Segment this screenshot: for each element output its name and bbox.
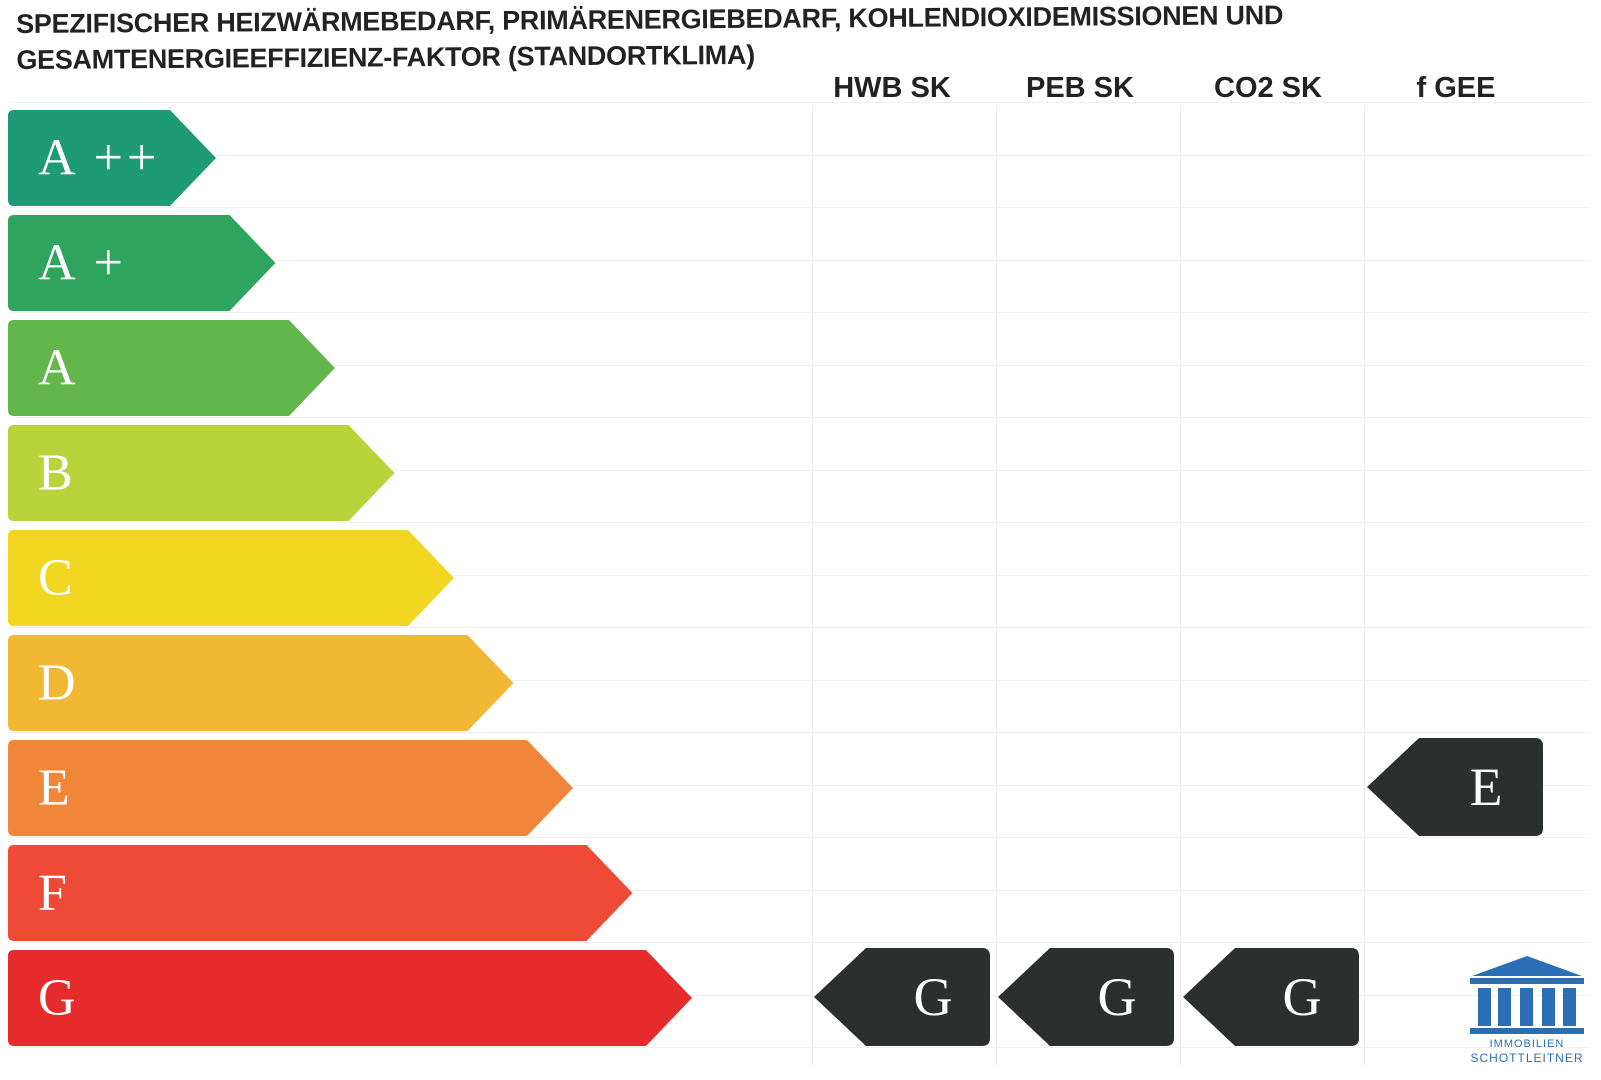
grid-line-vertical bbox=[812, 105, 813, 1065]
grid-line-horizontal bbox=[10, 207, 1590, 208]
grid-line-horizontal bbox=[10, 679, 1590, 681]
energy-class-bar: A + bbox=[8, 215, 276, 311]
logo-text-schottleitner: SCHOTTLEITNER bbox=[1470, 1051, 1584, 1065]
rating-marker: G bbox=[814, 948, 990, 1046]
column-header-peb-sk: PEB SK bbox=[1026, 72, 1134, 104]
energy-class-label: A bbox=[38, 339, 80, 397]
grid-line-horizontal bbox=[10, 627, 1590, 628]
grid-line-horizontal bbox=[10, 312, 1590, 313]
rating-marker-label: G bbox=[1282, 967, 1322, 1027]
energy-class-label: D bbox=[38, 654, 80, 712]
grid-line-horizontal bbox=[10, 522, 1590, 523]
energy-class-label: A ++ bbox=[38, 129, 161, 187]
building-columns-icon bbox=[1470, 956, 1584, 1034]
energy-class-bar: G bbox=[8, 950, 692, 1046]
grid-line-horizontal bbox=[10, 837, 1590, 838]
grid-line-vertical bbox=[1364, 105, 1365, 1065]
page-title: SPEZIFISCHER HEIZWÄRMEBEDARF, PRIMÄRENER… bbox=[16, 0, 1436, 78]
rating-marker: E bbox=[1367, 738, 1543, 836]
energy-class-bar: D bbox=[8, 635, 514, 731]
energy-class-bar: A bbox=[8, 320, 335, 416]
company-logo: IMMOBILIEN SCHOTTLEITNER bbox=[1464, 954, 1590, 1066]
rating-marker: G bbox=[1183, 948, 1359, 1046]
column-header-f-gee: f GEE bbox=[1416, 72, 1496, 104]
energy-class-label: B bbox=[38, 444, 77, 502]
logo-text-immobilien: IMMOBILIEN bbox=[1489, 1038, 1565, 1050]
rating-marker-label: G bbox=[1097, 967, 1137, 1027]
energy-class-label: A + bbox=[38, 234, 128, 292]
column-header-hwb-sk: HWB SK bbox=[833, 72, 951, 104]
grid-line-horizontal bbox=[10, 889, 1590, 891]
grid-line-vertical bbox=[1180, 105, 1181, 1065]
grid-line-vertical bbox=[996, 105, 997, 1065]
energy-class-bar: B bbox=[8, 425, 395, 521]
grid-line-horizontal bbox=[10, 259, 1590, 261]
grid-line-horizontal bbox=[10, 469, 1590, 471]
energy-class-bar: C bbox=[8, 530, 454, 626]
column-header-co2-sk: CO2 SK bbox=[1214, 72, 1322, 104]
energy-class-label: E bbox=[38, 759, 74, 817]
energy-class-bar: E bbox=[8, 740, 573, 836]
rating-marker: G bbox=[998, 948, 1174, 1046]
grid-line-horizontal bbox=[10, 784, 1590, 786]
grid-line-horizontal bbox=[10, 1047, 1590, 1048]
energy-class-label: F bbox=[38, 864, 71, 922]
rating-marker-label: G bbox=[913, 967, 953, 1027]
grid-line-horizontal bbox=[10, 154, 1590, 156]
grid-line-horizontal bbox=[10, 364, 1590, 366]
grid-line-horizontal bbox=[10, 102, 1590, 103]
grid-line-horizontal bbox=[10, 417, 1590, 418]
energy-class-bar: A ++ bbox=[8, 110, 216, 206]
rating-marker-label: E bbox=[1469, 757, 1503, 817]
grid-line-horizontal bbox=[10, 732, 1590, 733]
grid-line-horizontal bbox=[10, 994, 1590, 996]
energy-class-bar: F bbox=[8, 845, 633, 941]
grid-line-horizontal bbox=[10, 942, 1590, 943]
energy-class-label: C bbox=[38, 549, 77, 607]
energy-class-label: G bbox=[38, 969, 80, 1027]
grid-line-horizontal bbox=[10, 574, 1590, 576]
